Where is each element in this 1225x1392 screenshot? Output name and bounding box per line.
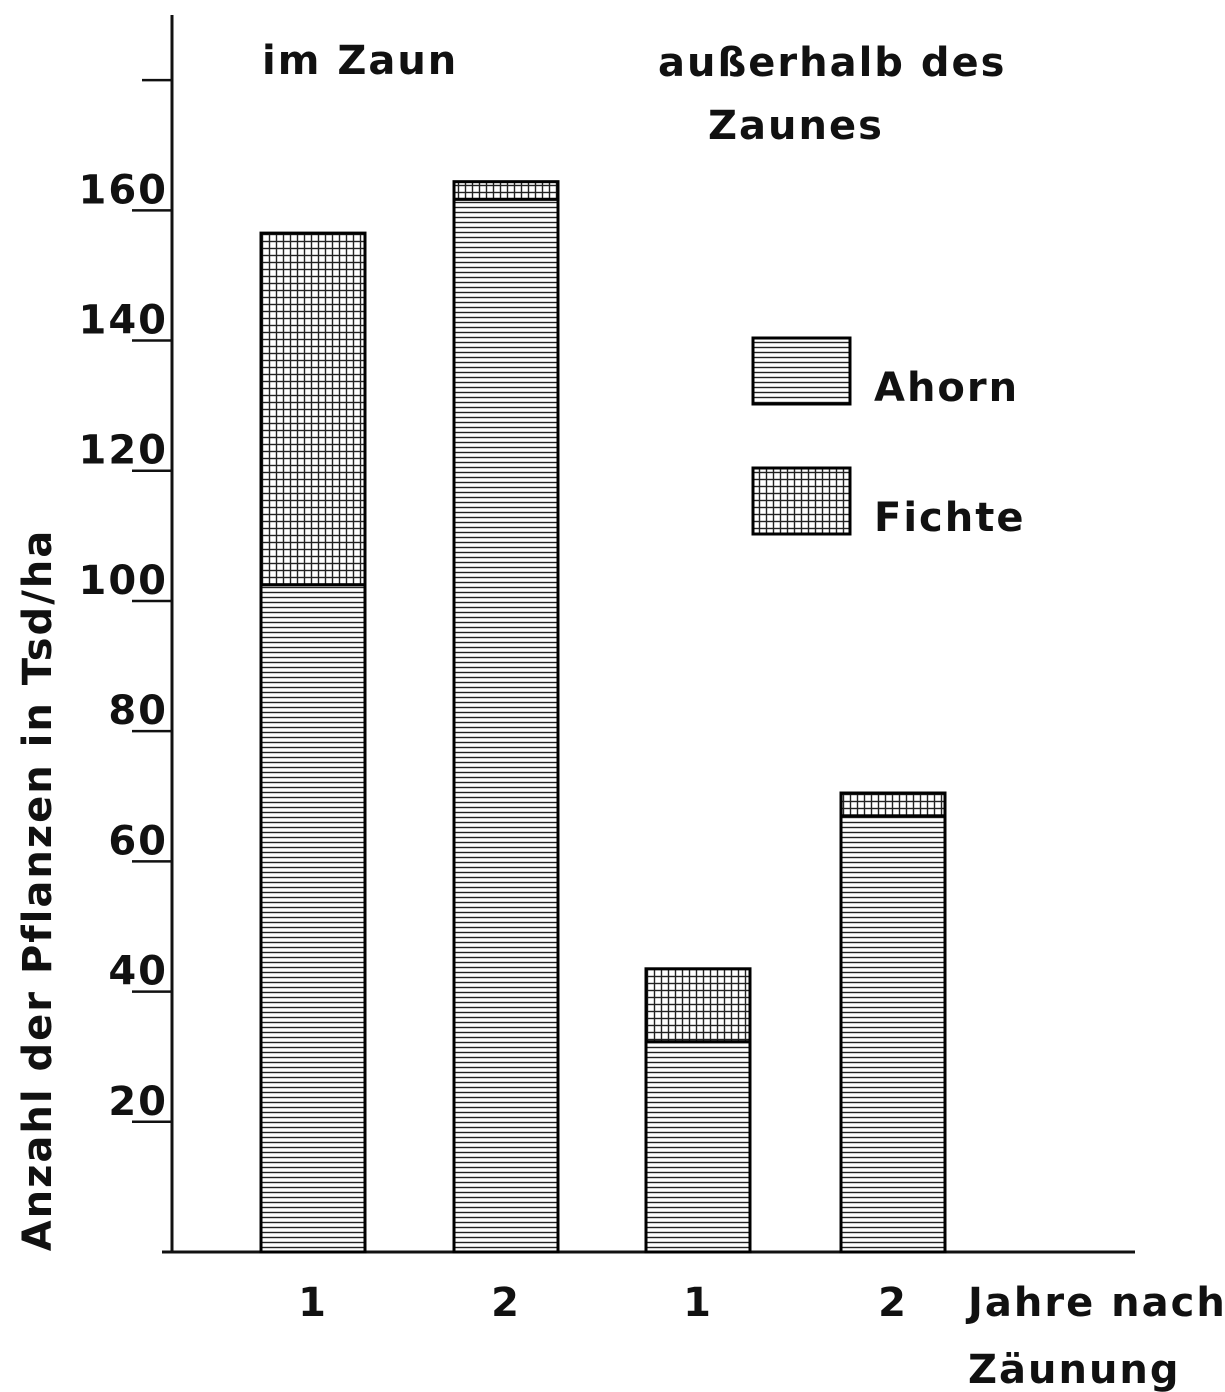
bar-segment [259,583,367,1254]
bar-segment [452,180,560,201]
group-label: Zaunes [708,103,884,149]
y-tick-label: 60 [108,818,168,864]
x-tick-label: 1 [298,1280,328,1326]
y-tick-label: 160 [79,167,169,213]
bar-segment [259,231,367,587]
bar-segment [839,814,947,1254]
legend-label: Ahorn [874,365,1019,411]
y-tick-label: 140 [79,298,169,344]
bar-segment [644,1040,752,1254]
x-tick-label: 1 [683,1280,713,1326]
x-tick-label: 2 [491,1280,521,1326]
bar-segment [452,197,560,1254]
y-tick-label: 120 [79,428,169,474]
y-tick-label: 80 [108,688,168,734]
x-axis-label: Jahre nach [965,1280,1225,1326]
y-tick-label: 40 [108,949,168,995]
legend-label: Fichte [874,495,1025,541]
y-tick-label: 100 [79,558,169,604]
bar-segment [839,791,947,818]
group-label: im Zaun [262,38,458,84]
x-tick-label: 2 [878,1280,908,1326]
legend-swatch [751,336,852,406]
x-axis-label: Zäunung [968,1347,1181,1392]
group-label: außerhalb des [658,40,1006,86]
bar-segment [644,967,752,1044]
legend-swatch [751,466,852,536]
y-axis-label: Anzahl der Pflanzen in Tsd/ha [15,529,61,1252]
y-tick-label: 20 [108,1079,168,1125]
